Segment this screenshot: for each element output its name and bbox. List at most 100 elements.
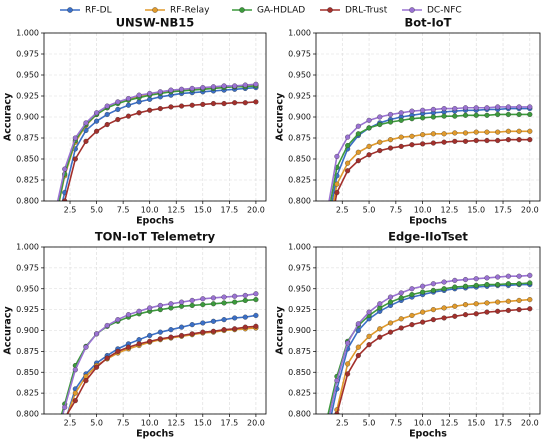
x-tick-label: 2.5 [336,206,349,215]
data-point [505,273,511,279]
data-point [452,284,458,290]
data-point [505,111,511,118]
data-point [377,301,383,307]
data-point [387,299,394,305]
x-tick-label: 20.0 [247,206,265,215]
data-point [484,282,490,288]
x-tick-label: 17.5 [494,419,512,428]
y-tick-label: 0.825 [288,176,311,185]
y-tick-label: 0.950 [288,284,311,293]
data-point [366,117,372,123]
data-point [94,118,100,124]
data-point [495,129,501,135]
data-point [387,329,394,335]
data-point [430,114,436,120]
data-point [345,340,351,346]
data-point [505,128,511,134]
data-point [221,300,227,306]
y-tick-label: 0.925 [288,92,311,101]
data-point [104,322,110,329]
data-point [420,132,426,138]
data-point [420,309,426,315]
data-point [441,113,447,119]
data-point [462,138,469,144]
data-point [189,297,195,303]
data-point [168,327,174,333]
data-point [452,138,458,144]
data-point [409,142,415,148]
data-point [484,309,490,315]
x-tick-label: 7.5 [389,206,402,215]
data-point [398,316,404,322]
data-point [52,437,57,442]
data-point [200,302,206,308]
plot-layer [52,291,259,442]
data-point [452,303,458,309]
data-point [420,283,426,289]
y-axis-label: Accuracy [3,306,14,355]
data-point [377,334,383,340]
x-tick-label: 10.0 [141,419,159,428]
y-tick-label: 1.000 [288,243,311,252]
y-tick-label: 1.000 [16,243,39,252]
x-tick-label: 2.5 [64,206,77,215]
data-point [377,139,383,145]
data-point [52,215,57,220]
axes-frame [315,32,541,202]
data-point [221,317,227,323]
data-point [430,131,436,137]
data-point [355,327,361,334]
data-point [473,276,479,282]
chart-title: TON-IoT Telemetry [95,230,216,244]
data-point [409,312,415,319]
data-point [147,90,153,97]
data-point [104,103,110,109]
data-point [334,181,340,187]
y-tick-label: 0.900 [16,113,39,122]
data-point [83,378,89,384]
data-point [473,301,479,307]
data-point [210,301,216,307]
data-point [484,137,490,144]
data-point [200,296,206,302]
y-tick-label: 0.975 [288,50,311,59]
data-point [430,140,436,146]
axes-frame [315,246,541,415]
data-point [200,329,206,335]
data-point [398,134,404,140]
data-point [462,277,469,283]
data-point [189,85,195,91]
data-point [232,83,238,89]
legend-marker [409,7,415,13]
data-point [189,302,195,309]
data-point [221,101,227,107]
data-point [232,315,238,321]
y-tick-label: 0.925 [288,305,311,314]
data-point [324,241,329,246]
data-point [409,133,415,139]
data-point [430,281,436,287]
data-point [125,95,131,102]
data-point [505,104,511,110]
x-tick-label: 5.0 [363,419,376,428]
y-tick-label: 0.825 [16,389,39,398]
data-point [462,130,469,136]
y-tick-label: 0.800 [288,410,311,419]
y-tick-label: 0.800 [16,197,39,206]
data-point [441,286,447,292]
data-point [62,166,68,172]
x-tick-label: 2.5 [336,419,349,428]
legend-marker [327,7,333,13]
data-point [115,348,121,354]
data-point [516,281,522,287]
y-tick-label: 0.950 [16,284,39,293]
data-point [377,122,383,128]
legend-label: RF-DL [85,6,112,16]
data-point [505,137,511,143]
y-tick-label: 0.875 [16,134,39,143]
data-point [253,323,259,329]
data-point [505,281,511,287]
data-point [484,105,490,111]
data-point [253,81,259,87]
data-point [136,110,142,116]
